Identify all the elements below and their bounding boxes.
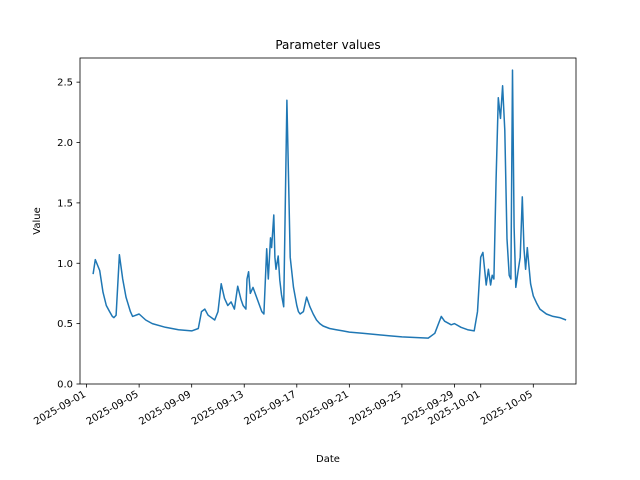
plot-area: 0.00.51.01.52.02.5 2025-09-012025-09-052… (32, 57, 577, 428)
y-tick-label: 2.5 (57, 78, 73, 89)
x-axis-label: Date (316, 454, 340, 465)
y-axis-ticks: 0.0 0.5 1.0 1.5 2.0 2.5 (57, 78, 80, 391)
y-axis-label: Value (32, 207, 43, 234)
y-tick-label: 1.0 (57, 259, 73, 270)
plot-frame (79, 57, 577, 385)
y-tick-label: 0.5 (57, 319, 73, 330)
y-tick-label: 1.5 (57, 198, 73, 209)
y-tick-label: 2.0 (57, 138, 73, 149)
y-tick-label: 0.0 (57, 380, 73, 391)
plot-background (80, 58, 576, 384)
series-line (92, 69, 567, 339)
chart-title: Parameter values (275, 38, 380, 52)
